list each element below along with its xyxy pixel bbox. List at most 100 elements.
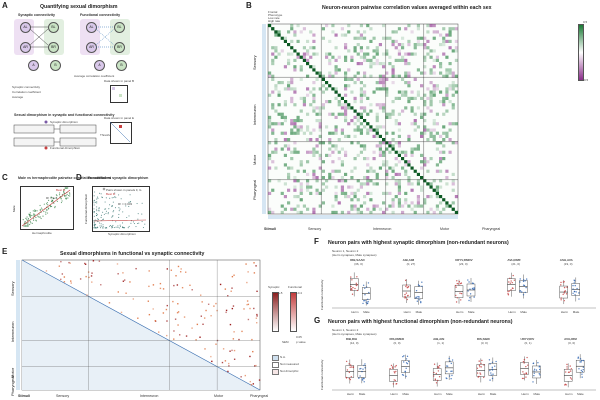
- scatter-d-fit: [93, 219, 147, 222]
- heatmap-b-cell: [309, 46, 313, 50]
- box-point: [469, 296, 471, 299]
- scatter-c-point: [28, 214, 31, 217]
- heatmap-b-cell: [382, 81, 386, 85]
- heatmap-b-cell: [445, 74, 449, 78]
- heatmap-b-cell: [385, 191, 389, 195]
- heatmap-b-cell: [445, 71, 449, 75]
- scatter-c-point: [25, 217, 27, 219]
- heatmap-b-cell: [423, 160, 427, 164]
- box-point: [359, 368, 361, 370]
- cb-e-top: +5: [279, 291, 283, 295]
- heatmap-b-cell: [407, 179, 411, 183]
- box-point: [565, 371, 567, 373]
- heatmap-b-cell: [331, 74, 335, 78]
- box-point: [419, 299, 421, 301]
- box-point: [563, 286, 566, 289]
- box-point: [417, 284, 420, 286]
- heatmap-b-cell: [410, 122, 414, 126]
- heatmap-b-cell: [378, 147, 382, 151]
- heatmap-b-cell: [382, 84, 386, 88]
- heatmap-b-cell: [423, 128, 427, 132]
- heatmap-b-cell: [435, 112, 439, 116]
- panel-d-letter: D: [76, 173, 82, 182]
- sex-label: Male: [468, 310, 475, 314]
- heatmap-b-cell: [328, 112, 332, 116]
- heatmap-b-cell: [350, 90, 354, 94]
- box-point: [350, 276, 352, 278]
- pair-name: URYV,RMDV: [455, 258, 473, 262]
- heatmap-b-cell: [375, 115, 379, 119]
- box-point: [479, 373, 482, 375]
- scatter-d-point: [118, 216, 120, 218]
- heatmap-b-cell: [359, 150, 363, 154]
- heatmap-b-cell: [366, 207, 370, 211]
- scatter-d-point: [96, 201, 98, 203]
- scatter-c-fit: [21, 189, 71, 227]
- heatmap-b-cell: [451, 122, 455, 126]
- heatmap-e-cell: [233, 349, 236, 352]
- scatter-c-point: [26, 216, 28, 218]
- heatmap-b-cell: [325, 185, 329, 189]
- heatmap-b-cell: [325, 100, 329, 104]
- heatmap-b-cell: [340, 112, 344, 116]
- heatmap-b-cell: [271, 52, 275, 56]
- heatmap-b-cell: [293, 30, 297, 34]
- heatmap-b-diag: [394, 150, 398, 154]
- heatmap-b-cell: [445, 176, 449, 180]
- heatmap-b-cell: [306, 125, 310, 129]
- heatmap-b-cell: [391, 68, 395, 72]
- heatmap-e-cell: [225, 309, 228, 312]
- heatmap-e-cell: [63, 276, 66, 278]
- scatter-d-point: [95, 214, 98, 217]
- heatmap-b-cell: [268, 179, 272, 183]
- box-point: [467, 279, 469, 281]
- heatmap-b-cell: [416, 204, 420, 208]
- heatmap-b-cell: [306, 188, 310, 192]
- heatmap-b-cell: [340, 128, 344, 132]
- heatmap-b-cell: [340, 160, 344, 164]
- heatmap-b-cell: [401, 204, 405, 208]
- node-br: BR: [48, 42, 59, 53]
- heatmap-b-cell: [378, 153, 382, 157]
- scatter-c-point: [65, 197, 67, 199]
- scatter-c-point: [39, 216, 41, 218]
- box-point: [405, 292, 408, 294]
- heatmap-e-cell: [58, 265, 61, 267]
- sex-label: Herm: [565, 392, 573, 396]
- heatmap-b-cell: [353, 96, 357, 100]
- box-point: [519, 281, 521, 283]
- heatmap-b-sidebar: [262, 24, 266, 214]
- box-point: [522, 294, 525, 296]
- heatmap-b-cell: [287, 138, 291, 142]
- heatmap-b-cell: [432, 134, 436, 138]
- heatmap-b-cell: [442, 131, 446, 135]
- heatmap-b-cell: [407, 96, 411, 100]
- box-point: [404, 297, 406, 299]
- box-point: [566, 286, 568, 288]
- heatmap-b-cell: [432, 90, 436, 94]
- box-point: [535, 369, 538, 371]
- heatmap-b-cell: [435, 204, 439, 208]
- heatmap-b-cell: [353, 46, 357, 50]
- box-point: [350, 288, 353, 290]
- scatter-c-point: [63, 188, 65, 190]
- sex-label: Male: [572, 310, 580, 314]
- heatmap-b-cell: [378, 141, 382, 145]
- heatmap-b-cell: [280, 204, 284, 208]
- scatter-d-point: [137, 213, 139, 215]
- box-point: [578, 292, 580, 294]
- box-point: [433, 371, 435, 374]
- scatter-c-point: [63, 192, 65, 194]
- pair-name: AVG,RIM: [564, 337, 577, 341]
- heatmap-b-diag: [382, 138, 386, 142]
- heatmap-e-cell: [60, 260, 62, 263]
- heatmap-e-cell: [45, 270, 48, 272]
- heatmap-b-cell: [356, 128, 360, 132]
- heatmap-e-cell: [231, 349, 233, 352]
- pair-synapses: (19, 0): [563, 262, 573, 266]
- heatmap-b-cell: [385, 77, 389, 81]
- heatmap-b-cell: [340, 176, 344, 180]
- box-point: [538, 368, 541, 371]
- scatter-d-point: [95, 227, 97, 229]
- synaptic-dimorph-label: Synaptic dimorphism: [50, 120, 78, 124]
